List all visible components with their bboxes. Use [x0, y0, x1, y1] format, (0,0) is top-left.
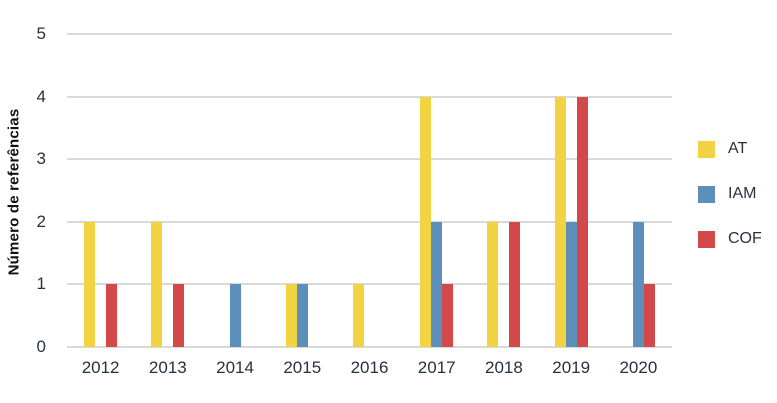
gridline-y-2 [67, 220, 672, 223]
gridline-y-4 [67, 95, 672, 98]
x-tick-label-2017: 2017 [417, 358, 456, 377]
x-tick-label-2018: 2018 [485, 358, 523, 377]
x-tick-label-2019: 2019 [552, 358, 591, 377]
legend-item-AT: AT [698, 140, 747, 158]
bar-AT-2016 [353, 284, 364, 347]
bar-IAM-2015 [296, 284, 308, 347]
x-tick-label-2020: 2020 [619, 358, 658, 377]
bar-COF-2012 [106, 284, 118, 347]
legend-label-COF: COF [728, 230, 762, 247]
legend-item-IAM: IAM [698, 185, 756, 203]
x-tick-label-2015: 2015 [283, 358, 322, 377]
y-tick-label-4: 4 [36, 86, 46, 106]
legend-swatch-IAM [698, 185, 715, 203]
bar-COF-2019 [576, 96, 588, 347]
x-tick-label-2013: 2013 [148, 358, 187, 377]
x-tick-label-2016: 2016 [350, 358, 389, 377]
x-tick-label-2014: 2014 [216, 358, 254, 377]
y-axis-title: Número de referências [5, 108, 23, 276]
bar-IAM-2020 [632, 221, 644, 347]
y-tick-label-5: 5 [36, 24, 46, 43]
bar-AT-2013 [151, 221, 163, 347]
plot-area [67, 33, 672, 348]
legend-item-COF: COF [698, 230, 762, 248]
x-tick-label-2012: 2012 [81, 358, 120, 377]
y-tick-label-1: 1 [36, 274, 46, 294]
bar-COF-2017 [442, 284, 454, 347]
bar-AT-2019 [554, 96, 566, 347]
bar-AT-2017 [420, 96, 432, 347]
bar-AT-2012 [84, 221, 96, 347]
gridline-y-3 [67, 158, 672, 161]
legend-label-AT: AT [728, 140, 748, 157]
bar-COF-2018 [509, 221, 521, 347]
y-tick-label-3: 3 [36, 149, 46, 169]
bar-AT-2015 [285, 284, 297, 347]
legend-swatch-COF [698, 230, 715, 248]
y-tick-label-2: 2 [36, 211, 46, 231]
bar-IAM-2014 [229, 284, 241, 347]
bar-COF-2013 [173, 284, 185, 347]
bar-AT-2018 [487, 221, 499, 347]
legend-label-IAM: IAM [728, 185, 757, 202]
gridline-y-0 [67, 346, 672, 348]
bar-IAM-2019 [565, 221, 577, 347]
bar-IAM-2017 [431, 221, 443, 347]
legend-swatch-AT [698, 140, 715, 158]
bar-COF-2020 [643, 284, 655, 347]
gridline-y-5 [67, 33, 672, 35]
y-tick-label-0: 0 [36, 337, 46, 356]
gridline-y-1 [67, 283, 672, 286]
